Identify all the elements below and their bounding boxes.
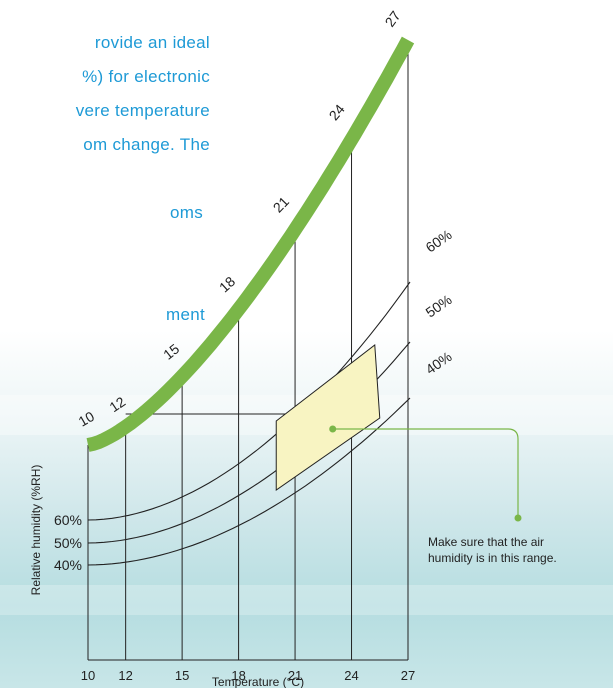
y-tick-label: 50% <box>54 535 82 551</box>
x-tick-label: 27 <box>401 668 415 683</box>
x-tick-label: 12 <box>118 668 132 683</box>
x-axis-title: Temperature (°C) <box>212 675 304 688</box>
recommended-range-area <box>275 344 381 491</box>
y-tick-label: 40% <box>54 557 82 573</box>
body-text-line: rovide an ideal <box>94 33 210 52</box>
saturation-label: 10 <box>76 408 98 430</box>
annotation-end-marker <box>514 514 522 522</box>
annotation-text: Make sure that the air <box>428 535 544 549</box>
annotation-text: humidity is in this range. <box>428 551 557 565</box>
humidity-curve-label: 50% <box>423 291 455 320</box>
x-tick-label: 10 <box>81 668 95 683</box>
body-text-line: %) for electronic <box>82 67 210 86</box>
x-tick-label: 15 <box>175 668 189 683</box>
body-text-line: om change. The <box>83 135 210 154</box>
x-tick-label: 21 <box>288 668 302 683</box>
humidity-curve-label: 40% <box>423 348 455 377</box>
saturation-curve-line <box>86 36 415 452</box>
body-text-line: vere temperature <box>75 101 210 120</box>
y-tick-label: 60% <box>54 512 82 528</box>
saturation-label: 27 <box>381 8 403 30</box>
saturation-label: 24 <box>326 101 348 123</box>
y-axis-title: Relative humidity (%RH) <box>29 465 43 596</box>
saturation-label: 18 <box>216 273 238 295</box>
annotation: Make sure that the air humidity is in thi… <box>329 425 557 565</box>
body-text-line: oms <box>170 203 204 222</box>
recommended-range <box>275 344 381 491</box>
humidity-curve <box>87 397 411 566</box>
humidity-curve-label: 60% <box>423 226 455 255</box>
saturation-label: 21 <box>270 193 292 215</box>
body-text-line: ment <box>166 305 205 324</box>
saturation-label: 15 <box>160 340 182 362</box>
x-tick-label: 24 <box>344 668 358 683</box>
body-text: rovide an ideal %) for electronic vere t… <box>0 26 210 332</box>
humidity-curve <box>87 281 411 521</box>
chart-labels: 10 12 15 18 21 24 27 60% 60% 50% 50% 40% 40% 10 12 15 18… <box>29 8 455 688</box>
saturation-label: 12 <box>106 393 128 415</box>
annotation-leader-line <box>332 428 519 518</box>
x-tick-label: 18 <box>231 668 245 683</box>
saturation-curve <box>86 36 415 452</box>
